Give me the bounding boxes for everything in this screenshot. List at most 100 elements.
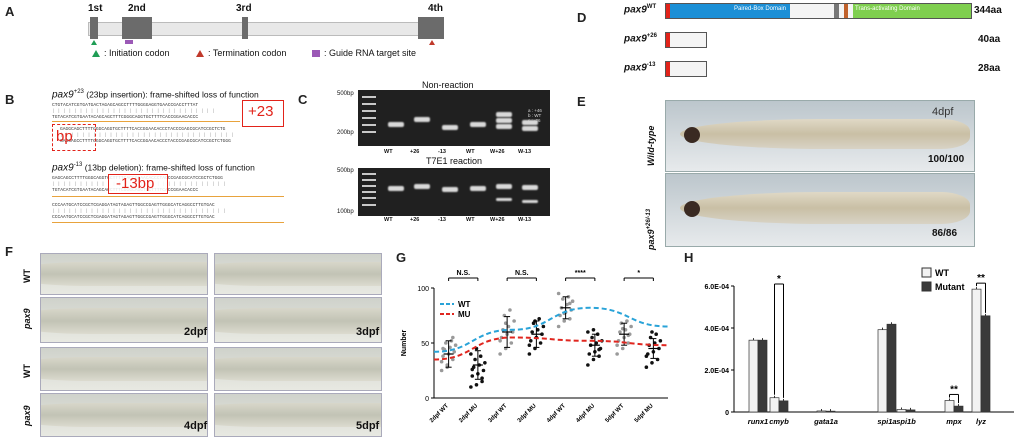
tail-wt-5dpf [214,347,382,391]
data-point [480,379,484,384]
y-tick-label: 50 [421,341,429,348]
gel-lane-label: -13 [438,149,446,155]
data-point [478,354,483,358]
tail-mut-4dpf [40,393,208,437]
sig-label: * [777,274,781,285]
bar-mutant [953,405,964,413]
deletion-box [108,174,168,194]
data-point [474,383,479,387]
data-point [538,341,543,345]
data-point [448,345,452,350]
data-point [503,321,508,325]
row-label-wt-2: WT [22,364,32,378]
data-point [506,324,511,329]
gel-lane-label: +26 [410,149,420,155]
data-point [512,319,516,323]
trans-domain-label: Trans-activating Domain [855,6,920,12]
x-tick-label: 3dpf WT [488,403,509,424]
data-point [590,335,594,340]
data-point [498,352,502,356]
protein-wt [665,3,972,19]
legend-mu-label: MU [458,310,471,319]
x-tick-label: 5dpf MU [634,403,655,424]
legend-guide-icon [312,50,320,57]
wt-trend-line [433,306,669,353]
exon-1 [90,17,98,39]
wildtype-fish-image [665,100,975,172]
data-point [469,385,473,389]
legend-guide: : Guide RNA target site [324,48,417,58]
data-point [556,291,561,296]
data-point [527,352,532,356]
data-point [444,341,448,345]
data-point [618,330,622,334]
wildtype-label: Wild-type [646,125,656,166]
sig-label: **** [575,270,586,277]
pd-row3-length: 28aa [978,63,1001,74]
gel-top-ladder-hi: 500bp [337,91,354,97]
data-point [615,352,619,356]
seq-line-8: CCCAATGCATCCGCTCGAGGATAGTAGAGTTGGCCGAGTT… [52,215,215,220]
data-point [586,330,590,334]
data-point [541,324,546,329]
exon-1-label: 1st [88,3,103,14]
stage-label-5dpf: 5dpf [356,420,380,432]
panel-e-label: E [577,94,586,109]
mu-trend-line [433,336,669,361]
gel-lane-label: -13 [438,217,446,223]
protein-del [665,61,707,77]
bar-wt [816,410,827,413]
data-point [451,335,455,340]
y-tick-label: 0 [725,410,729,417]
wt-count: 100/100 [928,154,965,165]
panel-c-label: C [298,92,308,107]
data-point [591,328,596,332]
gel-lane-label: WT [466,217,475,223]
seq-align-4: | | | | | | | | | | | | | | | | | | | | … [52,209,226,214]
data-point [530,330,534,334]
bar-mutant [980,315,991,413]
gel-lane-label: +26 [410,217,420,223]
y-tick-label: 100 [417,286,429,293]
bar-mutant [905,409,916,413]
data-point [483,361,487,365]
data-point [620,346,625,351]
tail-wt-4dpf [40,347,208,391]
data-point [439,368,444,373]
legend-mut-swatch [921,281,932,292]
gel-lane-label: W-13 [518,149,532,155]
x-tick-label: 4dpf WT [546,403,567,424]
data-point [629,324,633,329]
sig-label: * [637,270,640,277]
insertion-box [242,100,284,127]
legend-wt-swatch [921,267,932,278]
data-point [469,352,473,356]
bar-wt [944,400,955,413]
bar-mutant [757,339,768,413]
gel-lane-label: WT [384,217,393,223]
tail-mut-2dpf [40,297,208,343]
data-point [658,339,663,343]
data-point [650,361,654,365]
x-tick-label: 5dpf WT [605,403,626,424]
data-point [451,357,455,362]
x-tick-label: cmyb [769,417,789,426]
seq-align-1: | | | | | | | | | | | | | | | | | | | | … [52,109,215,114]
gel-bottom [358,168,550,216]
data-point [615,343,619,347]
panel-f-label: F [5,244,13,259]
mut-count: 86/86 [932,228,958,239]
pd-row3-name: pax9-13 [624,62,656,74]
exon-4-label: 4th [428,3,443,14]
gel-lane-label: WT [384,149,393,155]
legend-termination: : Termination codon [208,48,287,58]
deletion-gene: pax9 [52,162,74,174]
seq-align-2: | | | | | | | | | | | | | | | | | | | | … [60,133,234,138]
data-point [570,299,575,303]
data-point [537,317,541,321]
y-tick-label: 4.0E-04 [704,326,729,333]
seq-line-4: GAGCAGCCTTTTGGGCAGGTGCTTTTCACCGGAACACCCT… [60,139,231,144]
insertion-box-label: +23 [248,103,274,120]
stage-label-4dpf: 4dpf [184,420,208,432]
deletion-desc: (13bp deletion): frame-shifted loss of f… [82,162,255,173]
